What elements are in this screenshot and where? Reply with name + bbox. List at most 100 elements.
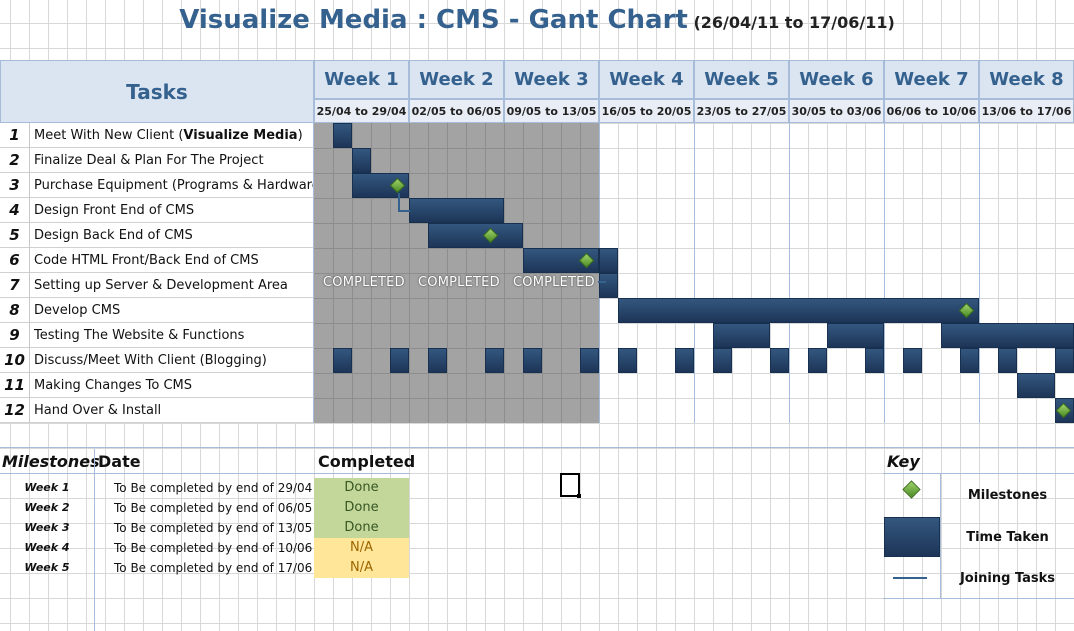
time-taken-bar [713, 323, 770, 348]
task-number: 4 [0, 198, 30, 223]
title-main: Visualize Media : CMS - Gant Chart [179, 5, 688, 35]
time-taken-bar [390, 348, 409, 373]
milestone-status: Done [314, 478, 409, 498]
task-name: Testing The Website & Functions [30, 323, 314, 348]
time-taken-bar [998, 348, 1017, 373]
week-range-3: 09/05 to 13/05 [504, 99, 599, 123]
zone-hline [314, 148, 599, 149]
task-name: Code HTML Front/Back End of CMS [30, 248, 314, 273]
task-name-text: Meet With New Client ( [34, 128, 184, 143]
task-name-text: Design Front End of CMS [34, 203, 195, 218]
task-number: 11 [0, 373, 30, 398]
time-taken-bar [485, 348, 504, 373]
time-taken-bar [808, 348, 827, 373]
week-range-8: 13/06 to 17/06 [979, 99, 1074, 123]
key-joining-line-icon [893, 577, 927, 579]
week-separator-line [789, 123, 790, 423]
time-taken-bar [675, 348, 694, 373]
joining-line [598, 281, 606, 283]
week-range-4: 16/05 to 20/05 [599, 99, 694, 123]
time-taken-bar [580, 348, 599, 373]
time-taken-bar [618, 298, 979, 323]
task-name: Making Changes To CMS [30, 373, 314, 398]
task-name-text: Finalize Deal & Plan For The Project [34, 153, 264, 168]
time-taken-bar [960, 348, 979, 373]
week-range-7: 06/06 to 10/06 [884, 99, 979, 123]
zone-hline [314, 398, 599, 399]
fill-handle[interactable] [577, 494, 581, 498]
milestone-date: To Be completed by end of 17/06 [114, 561, 313, 575]
task-number: 6 [0, 248, 30, 273]
week-range-5: 23/05 to 27/05 [694, 99, 789, 123]
key-box [883, 473, 1074, 599]
completed-header: Completed [318, 452, 416, 471]
task-name: Design Back End of CMS [30, 223, 314, 248]
completed-label-week2: COMPLETED [418, 275, 500, 290]
zone-hline [314, 373, 599, 374]
task-name-text: Hand Over & Install [34, 403, 162, 418]
week-header-2: Week 2 [409, 60, 504, 99]
milestone-status: Done [314, 518, 409, 538]
milestones-top-border [0, 447, 1074, 448]
time-taken-bar [333, 348, 352, 373]
week-range-6: 30/05 to 03/06 [789, 99, 884, 123]
task-number: 5 [0, 223, 30, 248]
week-separator-line [979, 123, 980, 423]
key-milestones-label: Milestones [967, 488, 1048, 503]
task-name: Hand Over & Install [30, 398, 314, 423]
milestone-week: Week 1 [24, 481, 70, 494]
task-name: Finalize Deal & Plan For The Project [30, 148, 314, 173]
task-name-text: Testing The Website & Functions [34, 328, 245, 343]
milestone-date: To Be completed by end of 10/06 [114, 541, 313, 555]
joining-line [398, 193, 400, 211]
task-name: Design Front End of CMS [30, 198, 314, 223]
task-name-tail: ) [297, 128, 303, 143]
milestone-status: N/A [314, 558, 409, 578]
milestone-date: To Be completed by end of 06/05 [114, 501, 313, 515]
task-name-text: Discuss/Meet With Client (Blogging) [34, 353, 267, 368]
task-name-text: Design Back End of CMS [34, 228, 193, 243]
milestone-date: To Be completed by end of 13/05 [114, 521, 313, 535]
time-taken-bar [713, 348, 732, 373]
key-title: Key [887, 452, 920, 471]
task-number: 2 [0, 148, 30, 173]
task-number: 12 [0, 398, 30, 423]
milestone-status: N/A [314, 538, 409, 558]
title-date-range: (26/04/11 to 17/06/11) [693, 13, 895, 32]
task-number: 3 [0, 173, 30, 198]
task-name-bold: Visualize Media [183, 128, 298, 143]
week-header-5: Week 5 [694, 60, 789, 99]
task-name: Meet With New Client (Visualize Media) [30, 123, 314, 148]
joining-line [398, 210, 410, 212]
time-taken-bar [1055, 348, 1074, 373]
week-header-7: Week 7 [884, 60, 979, 99]
completed-label-week3: COMPLETED [513, 275, 595, 290]
week-range-1: 25/04 to 29/04 [314, 99, 409, 123]
week-header-8: Week 8 [979, 60, 1074, 99]
week-header-1: Week 1 [314, 60, 409, 99]
time-taken-bar [523, 348, 542, 373]
milestones-header-border [0, 473, 410, 474]
task-number: 1 [0, 123, 30, 148]
task-name-text: Purchase Equipment (Programs & Hardware) [34, 178, 314, 193]
week-separator-line [884, 123, 885, 423]
key-time-taken-swatch [884, 517, 940, 557]
time-taken-bar [333, 123, 352, 148]
time-taken-bar [941, 323, 1074, 348]
week-header-4: Week 4 [599, 60, 694, 99]
task-number: 8 [0, 298, 30, 323]
task-name: Purchase Equipment (Programs & Hardware) [30, 173, 314, 198]
zone-hline [314, 323, 599, 324]
task-name: Setting up Server & Development Area [30, 273, 314, 298]
time-taken-bar [903, 348, 922, 373]
task-number: 9 [0, 323, 30, 348]
date-header: Date [98, 452, 141, 471]
task-name-text: Making Changes To CMS [34, 378, 192, 393]
selected-cell[interactable] [560, 473, 580, 497]
milestone-status: Done [314, 498, 409, 518]
time-taken-bar [827, 323, 884, 348]
task-name-text: Setting up Server & Development Area [34, 278, 288, 293]
time-taken-bar [352, 148, 371, 173]
week-separator-line [694, 123, 695, 423]
milestone-week: Week 5 [24, 561, 70, 574]
